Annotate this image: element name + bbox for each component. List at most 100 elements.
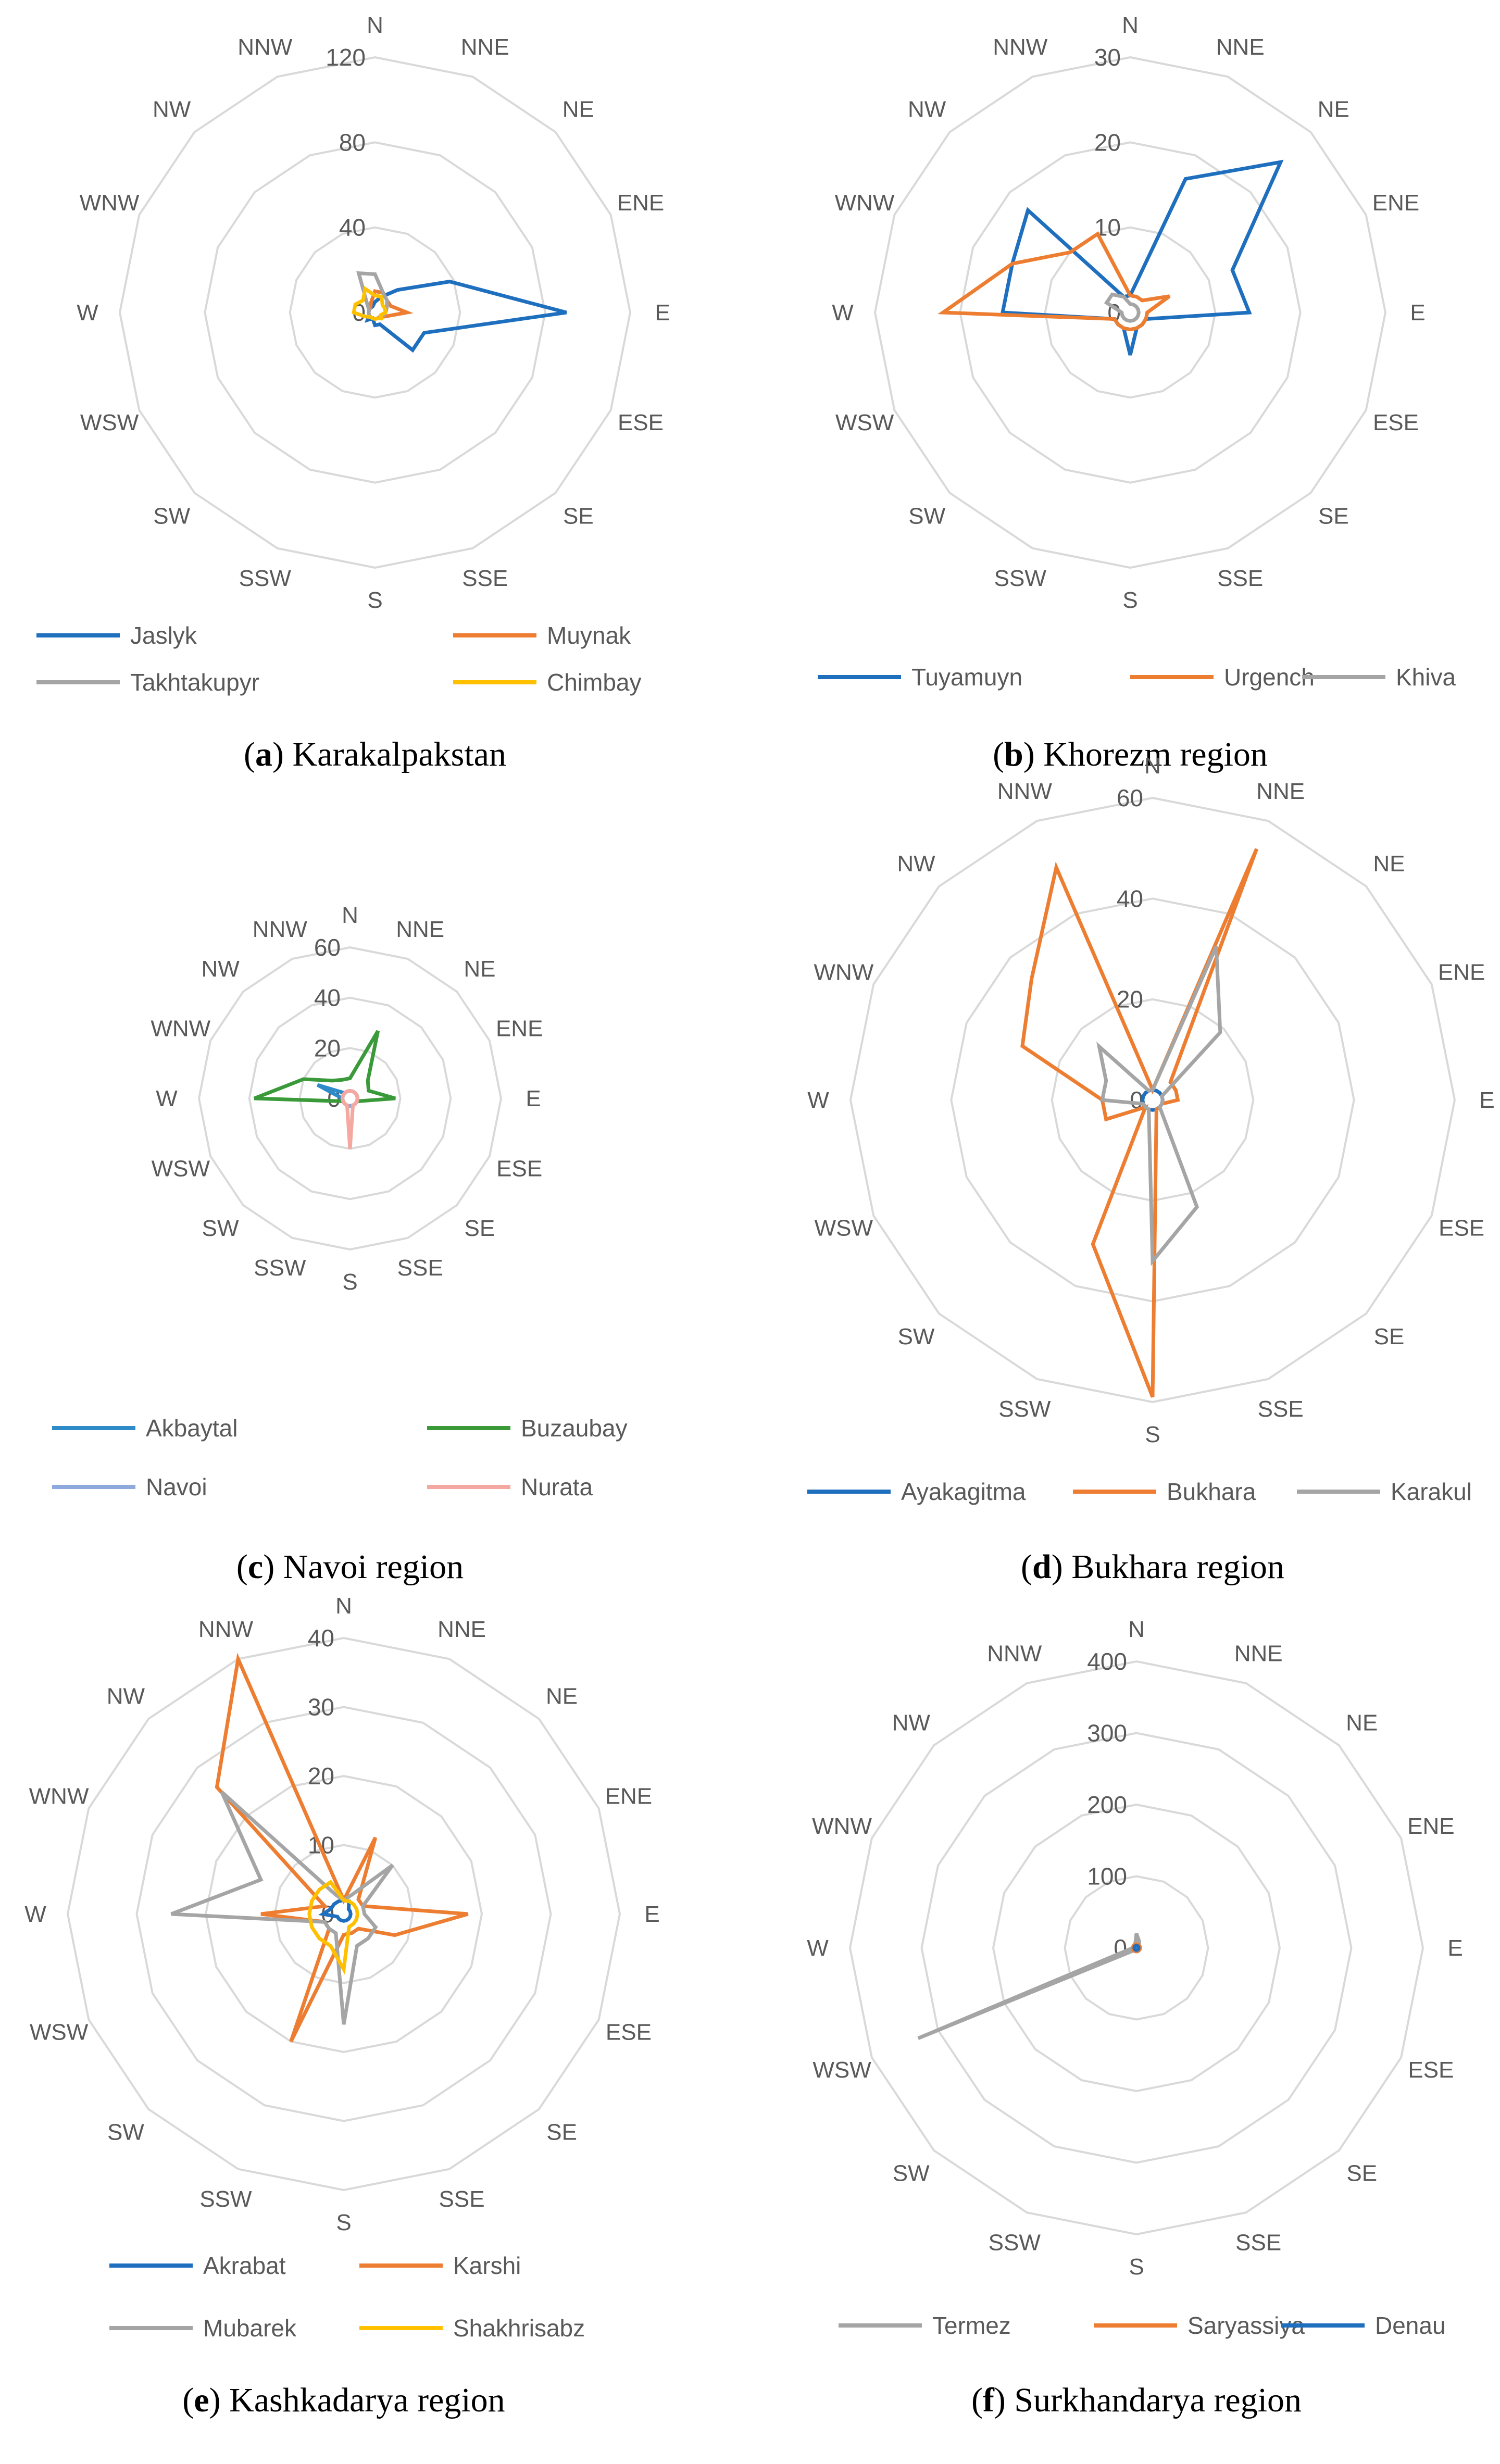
legend-item-takhtakupyr: Takhtakupyr (36, 669, 259, 696)
radar-chart-d: 0204060NNNENEENEEESESESSESSSWSWWSWWWNWNW… (807, 753, 1495, 1586)
direction-label: SE (563, 503, 594, 529)
radar-chart-b: 0102030NNNENEENEEESESESSESSSWSWWSWWWNWNW… (818, 12, 1456, 773)
caption-letter: b (1004, 735, 1023, 773)
direction-label: SSE (1217, 566, 1263, 591)
direction-label: WSW (80, 410, 139, 435)
tick-label: 40 (1117, 885, 1143, 912)
direction-label: SW (107, 2120, 144, 2145)
legend-item-mubarek: Mubarek (109, 2315, 297, 2342)
direction-label: SE (1318, 503, 1349, 529)
legend-item-jaslyk: Jaslyk (36, 622, 197, 649)
legend-item-khiva: Khiva (1302, 664, 1456, 691)
direction-label: SSE (397, 1255, 443, 1281)
caption-text: Surkhandarya region (1014, 2381, 1302, 2419)
direction-label: NW (892, 1710, 931, 1735)
tick-label: 400 (1087, 1648, 1127, 1675)
direction-label: NE (1373, 851, 1405, 877)
tick-label: 20 (308, 1762, 334, 1790)
series-line-denau (1132, 1944, 1141, 1952)
grid-ring (289, 226, 461, 399)
direction-label: W (832, 300, 854, 326)
series-line-tuyamuyn (1000, 159, 1284, 356)
grid-ring (273, 1844, 414, 1984)
legend-item-akbaytal: Akbaytal (52, 1415, 238, 1442)
direction-label: S (367, 587, 382, 613)
legend-label: Akbaytal (146, 1415, 238, 1442)
grid-ring (992, 1803, 1281, 2093)
tick-label: 30 (1094, 44, 1121, 71)
direction-label: WSW (815, 1216, 873, 1241)
grid-ring (849, 796, 1456, 1404)
direction-label: SE (1374, 1324, 1405, 1349)
series-line-termez (917, 1933, 1142, 2040)
direction-label: S (336, 2210, 351, 2235)
panel-caption: (d) Bukhara region (1021, 1548, 1284, 1586)
direction-label: NNE (438, 1617, 486, 1642)
legend-label: Ayakagitma (901, 1478, 1026, 1505)
direction-label: W (156, 1086, 178, 1111)
direction-label: SW (898, 1324, 935, 1349)
direction-label: NNW (997, 779, 1053, 804)
direction-label: WSW (152, 1156, 210, 1182)
direction-label: ENE (496, 1016, 543, 1041)
grid-ring (66, 1636, 621, 2192)
tick-label: 60 (314, 934, 341, 961)
direction-label: SSE (1258, 1396, 1304, 1422)
legend-label: Karakul (1391, 1478, 1472, 1505)
legend-label: Denau (1375, 2312, 1446, 2339)
direction-label: W (807, 1935, 829, 1961)
panel-caption: (a) Karakalpakstan (244, 735, 506, 773)
direction-label: N (335, 1593, 352, 1619)
series-line-akrabat (318, 1898, 353, 1923)
legend-item-shakhrisabz: Shakhrisabz (359, 2315, 585, 2342)
direction-label: N (1144, 753, 1161, 779)
direction-label: ESE (496, 1156, 542, 1182)
direction-label: SSW (994, 566, 1047, 591)
direction-label: ENE (605, 1783, 652, 1809)
direction-label: SSE (439, 2186, 485, 2212)
caption-letter: d (1032, 1548, 1052, 1586)
grid-ring (197, 946, 503, 1251)
grid-ring (920, 1732, 1353, 2164)
direction-label: N (1128, 1617, 1145, 1642)
direction-label: E (1410, 300, 1425, 326)
legend-label: Mubarek (203, 2315, 297, 2342)
legend-item-denau: Denau (1281, 2312, 1446, 2339)
direction-label: WSW (813, 2057, 871, 2083)
grid-ring (848, 1660, 1424, 2236)
tick-label: 30 (308, 1694, 334, 1721)
tick-label: 40 (308, 1624, 334, 1652)
direction-label: N (1122, 12, 1139, 38)
direction-label: NNW (993, 34, 1048, 60)
direction-label: SSW (998, 1396, 1051, 1422)
series-line-shakhrisabz (307, 1880, 360, 1975)
legend-item-buzaubay: Buzaubay (427, 1415, 628, 1442)
series-line-urgench (938, 231, 1171, 332)
tick-label: 100 (1087, 1863, 1127, 1890)
panel-caption: (c) Navoi region (236, 1548, 464, 1586)
grid-ring (873, 56, 1387, 569)
direction-label: W (77, 300, 98, 326)
series-line-chimbay (352, 285, 388, 321)
radar-chart-c: 0204060NNNENEENEEESESESSESSSWSWWSWWWNWNW… (52, 903, 628, 1586)
direction-label: NNE (1234, 1641, 1283, 1667)
grid-ring (204, 141, 546, 484)
panel-caption: (f) Surkhandarya region (971, 2381, 1302, 2419)
direction-label: NW (201, 956, 240, 982)
legend-item-ayakagitma: Ayakagitma (807, 1478, 1026, 1505)
caption-letter: c (248, 1548, 263, 1586)
direction-label: NNE (1256, 779, 1305, 804)
grid-ring (1051, 998, 1255, 1202)
legend-item-saryassiya: Saryassiya (1094, 2312, 1305, 2339)
tick-label: 20 (314, 1034, 341, 1061)
legend-label: Nurata (521, 1473, 593, 1500)
legend-label: Bukhara (1167, 1478, 1256, 1505)
grid-ring (135, 1706, 552, 2122)
direction-label: ENE (1438, 959, 1485, 985)
caption-letter: e (194, 2381, 209, 2419)
tick-label: 120 (326, 44, 366, 71)
direction-label: WSW (30, 2020, 89, 2045)
caption-text: Navoi region (283, 1548, 464, 1586)
direction-label: S (342, 1269, 357, 1295)
panel-caption: (e) Kashkadarya region (182, 2381, 505, 2419)
